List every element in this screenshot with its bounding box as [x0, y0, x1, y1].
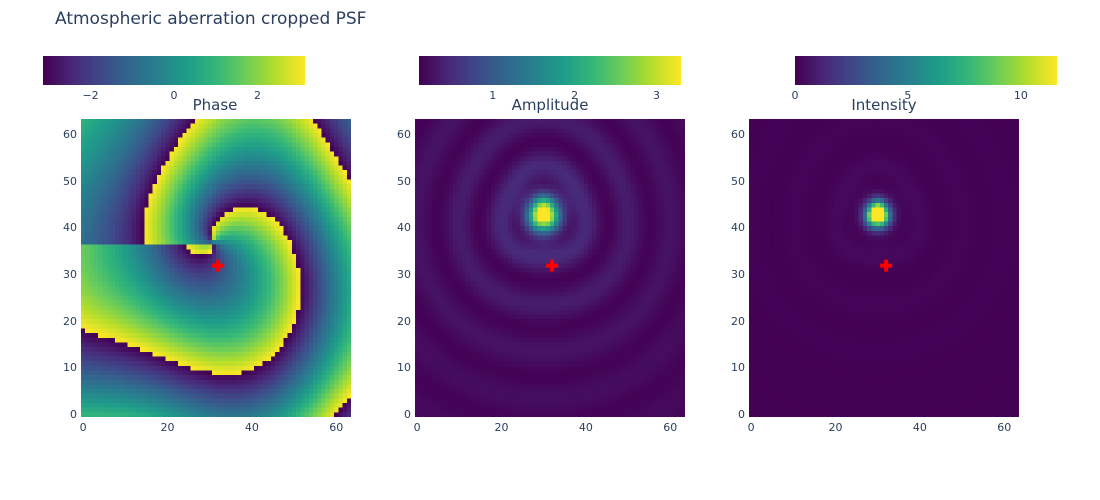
y-tick-label: 50: [397, 174, 411, 188]
heatmap-amplitude: [415, 119, 685, 417]
y-tick-label: 40: [63, 221, 77, 235]
y-tick-label: 30: [397, 267, 411, 281]
colorbar-intensity: [795, 56, 1057, 85]
figure-title: Atmospheric aberration cropped PSF: [55, 9, 367, 29]
colorbar-tick-label: 5: [904, 89, 912, 102]
colorbar-phase: [43, 56, 305, 85]
y-tick-label: 0: [404, 407, 411, 421]
x-tick-label: 20: [828, 421, 843, 434]
center-marker: [212, 259, 225, 272]
x-tick-label: 40: [578, 421, 593, 434]
y-tick-label: 60: [63, 128, 77, 142]
y-tick-label: 20: [731, 314, 745, 328]
x-tick-label: 60: [997, 421, 1012, 434]
y-tick-label: 50: [731, 174, 745, 188]
heatmap-intensity: [749, 119, 1019, 417]
x-tick-label: 20: [494, 421, 509, 434]
center-marker: [880, 259, 893, 272]
x-tick-label: 40: [912, 421, 927, 434]
y-tick-label: 20: [63, 314, 77, 328]
y-tick-label: 40: [397, 221, 411, 235]
y-tick-label: 30: [63, 267, 77, 281]
heatmap-phase: [81, 119, 351, 417]
y-tick-label: 10: [397, 361, 411, 375]
colorbar-tick-label: 2: [253, 89, 261, 102]
colorbar-tick-label: 0: [170, 89, 178, 102]
y-tick-label: 10: [63, 361, 77, 375]
colorbar-tick-label: 2: [571, 89, 579, 102]
y-tick-label: 50: [63, 174, 77, 188]
y-tick-label: 0: [738, 407, 745, 421]
colorbar-tick-label: 1: [489, 89, 497, 102]
x-tick-label: 0: [79, 421, 87, 434]
y-tick-label: 60: [397, 128, 411, 142]
y-tick-label: 0: [70, 407, 77, 421]
x-tick-label: 0: [413, 421, 421, 434]
y-tick-label: 40: [731, 221, 745, 235]
x-tick-label: 0: [747, 421, 755, 434]
colorbar-tick-label: −2: [82, 89, 99, 102]
y-tick-label: 10: [731, 361, 745, 375]
x-tick-label: 60: [663, 421, 678, 434]
x-tick-label: 20: [160, 421, 175, 434]
x-tick-label: 40: [244, 421, 259, 434]
y-tick-label: 60: [731, 128, 745, 142]
panel-title-amplitude: Amplitude: [511, 96, 589, 114]
colorbar-amplitude: [419, 56, 681, 85]
colorbar-tick-label: 3: [652, 89, 660, 102]
colorbar-tick-label: 0: [791, 89, 799, 102]
x-tick-label: 60: [329, 421, 344, 434]
panel-title-intensity: Intensity: [851, 96, 917, 114]
y-tick-label: 20: [397, 314, 411, 328]
panel-title-phase: Phase: [192, 96, 238, 114]
y-tick-label: 30: [731, 267, 745, 281]
colorbar-tick-label: 10: [1013, 89, 1028, 102]
center-marker: [546, 259, 559, 272]
